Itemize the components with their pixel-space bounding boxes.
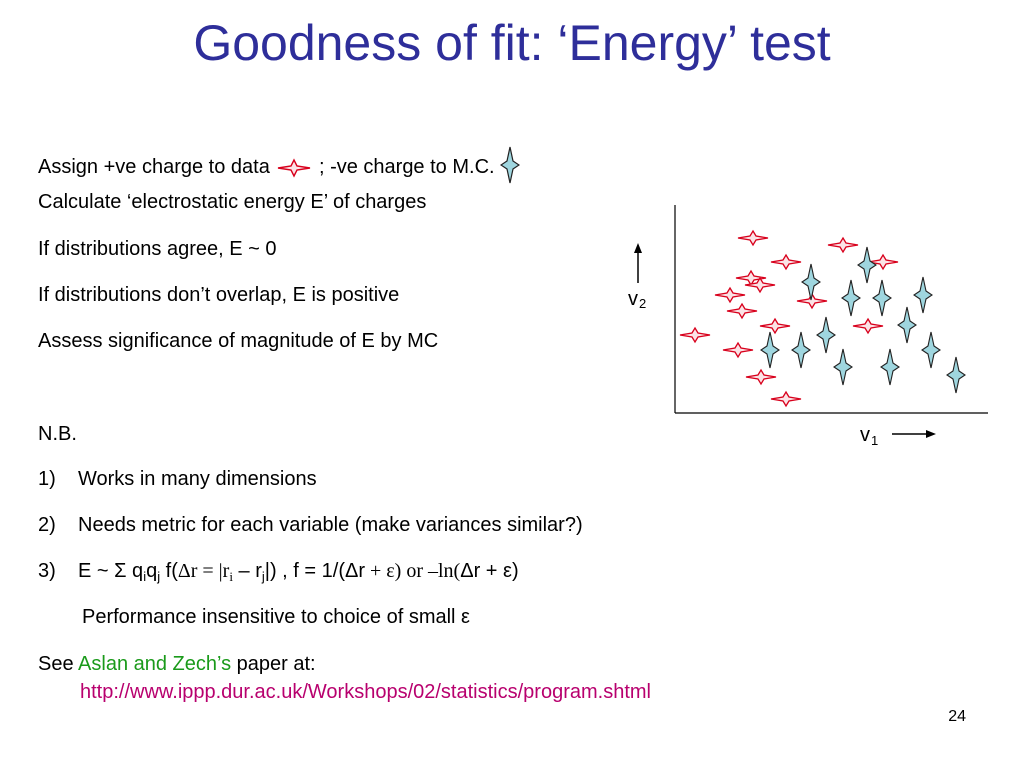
data-points: [679, 229, 899, 408]
see-text: See: [38, 653, 79, 675]
data-point: [770, 390, 802, 408]
mc-point: [841, 279, 861, 317]
data-point: [852, 317, 884, 335]
formula-g: + ε) or –ln(: [365, 560, 461, 582]
data-point: [726, 302, 758, 320]
text-line-agree: If distributions agree, E ~ 0: [38, 238, 277, 260]
x-arrow: [892, 430, 936, 438]
formula-c: f(: [160, 560, 178, 582]
page-number: 24: [948, 708, 966, 725]
see-line: See Aslan and Zech’s paper at:: [38, 652, 316, 676]
text-line-assess: Assess significance of magnitude of E by…: [38, 330, 439, 352]
mc-point: [816, 316, 836, 354]
paper-url-link[interactable]: http://www.ippp.dur.ac.uk/Workshops/02/s…: [80, 681, 651, 703]
formula-sub-i: i: [143, 569, 147, 584]
formula-sub-j: j: [157, 569, 161, 584]
data-charge-icon: [278, 158, 311, 178]
formula-b: q: [146, 560, 158, 582]
mc-point: [791, 331, 811, 369]
data-point: [744, 276, 776, 294]
mc-point: [880, 348, 900, 386]
assign-text-b: ; -ve charge to M.C.: [318, 156, 495, 178]
authors-link[interactable]: Aslan and Zech’s: [78, 653, 232, 675]
data-point: [770, 253, 802, 271]
list-item-3: 3) E ~ Σ qiqj f(Δr = |ri – rj|) , f = 1/(…: [38, 559, 519, 583]
x-axis-sub: 1: [871, 433, 878, 448]
data-point: [722, 341, 754, 359]
list-text-2: Needs metric for each variable (make var…: [78, 514, 583, 536]
scatter-diagram: v 2 v 1: [628, 205, 988, 448]
nb-label: N.B.: [38, 423, 77, 445]
slide-title: Goodness of fit: ‘Energy’ test: [193, 15, 831, 71]
list-item-1: 1) Works in many dimensions: [38, 467, 317, 491]
list-num-2: 2): [38, 514, 56, 536]
mc-point: [857, 246, 877, 284]
mc-point: [921, 331, 941, 369]
y-axis-sub: 2: [639, 296, 646, 311]
paper-text: paper at:: [231, 653, 316, 675]
list-num-3: 3): [38, 560, 56, 582]
mc-point: [913, 276, 933, 314]
data-point: [737, 229, 769, 247]
formula-sub-j2: j: [261, 569, 265, 584]
mc-charge-icon: [500, 146, 521, 184]
mc-point: [760, 331, 780, 369]
text-line-assign: Assign +ve charge to data ; -ve charge t…: [38, 145, 521, 185]
data-point: [679, 326, 711, 344]
list-item-2: 2) Needs metric for each variable (make v…: [38, 513, 583, 537]
formula-sub-i2: i: [229, 569, 233, 584]
data-point: [714, 286, 746, 304]
data-point: [759, 317, 791, 335]
data-point: [827, 236, 859, 254]
formula-h: Δr + ε): [460, 560, 519, 582]
list-num-1: 1): [38, 468, 56, 490]
mc-point: [801, 263, 821, 301]
y-axis-label: v: [628, 288, 638, 310]
data-point: [867, 253, 899, 271]
performance-note: Performance insensitive to choice of sma…: [82, 606, 470, 628]
assign-text-a: Assign +ve charge to data: [38, 156, 270, 178]
x-axis-label: v: [860, 424, 870, 446]
y-arrow: [634, 243, 642, 283]
formula-f: |) , f = 1/(Δr: [264, 560, 365, 582]
mc-point: [833, 348, 853, 386]
mc-point: [872, 279, 892, 317]
formula-d: Δr = |r: [177, 560, 230, 582]
formula-a: E ~ Σ q: [78, 560, 144, 582]
mc-point: [897, 306, 917, 344]
text-line-calculate: Calculate ‘electrostatic energy E’ of ch…: [38, 191, 427, 213]
data-point: [745, 368, 777, 386]
list-text-1: Works in many dimensions: [78, 468, 317, 490]
text-line-overlap: If distributions don’t overlap, E is pos…: [38, 284, 400, 306]
formula-e: – r: [232, 560, 262, 582]
data-point: [796, 292, 828, 310]
mc-point: [946, 356, 966, 394]
mc-points: [760, 246, 966, 394]
